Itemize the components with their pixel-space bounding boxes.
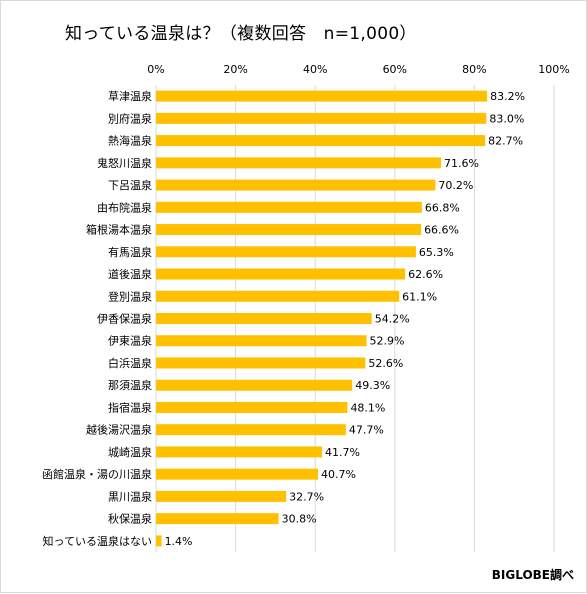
bar — [156, 424, 346, 436]
value-label: 52.9% — [370, 335, 405, 348]
category-label: 下呂温泉 — [108, 178, 152, 192]
category-label: 知っている温泉はない — [43, 534, 152, 548]
category-label: 函館温泉・湯の川温泉 — [42, 467, 152, 481]
bar — [156, 401, 348, 413]
category-label: 黒川温泉 — [108, 489, 152, 503]
category-label: 越後湯沢温泉 — [86, 423, 152, 437]
category-label: 鬼怒川温泉 — [97, 156, 152, 170]
bar — [156, 201, 422, 213]
category-label: 那須温泉 — [108, 378, 152, 392]
value-label: 54.2% — [375, 313, 410, 326]
category-label: 伊香保温泉 — [97, 312, 152, 326]
category-label: 道後温泉 — [108, 267, 152, 281]
value-label: 1.4% — [165, 535, 193, 548]
bar — [156, 379, 353, 391]
category-label: 熱海温泉 — [108, 134, 152, 148]
bar — [156, 535, 162, 547]
bar — [156, 90, 488, 102]
category-label: 箱根湯本温泉 — [86, 223, 152, 237]
category-label: 伊東温泉 — [108, 334, 152, 348]
bar — [156, 246, 416, 258]
bar — [156, 490, 287, 502]
bar — [156, 513, 279, 525]
bar — [156, 335, 367, 347]
chart-title: 知っている温泉は？（複数回答 n=1,000） — [65, 24, 417, 44]
tick-label: 20% — [223, 63, 247, 76]
tick-label: 60% — [383, 63, 407, 76]
bar — [156, 290, 400, 302]
value-label: 49.3% — [355, 379, 390, 392]
tick-label: 80% — [462, 63, 486, 76]
category-label: 別府温泉 — [108, 111, 152, 125]
category-label: 登別温泉 — [108, 289, 152, 303]
value-label: 83.2% — [490, 90, 525, 103]
tick-label: 100% — [538, 63, 569, 76]
bar — [156, 468, 318, 480]
bar — [156, 446, 322, 458]
value-label: 66.8% — [425, 201, 460, 214]
bar — [156, 313, 372, 324]
tick-label: 0% — [147, 63, 164, 76]
bar — [156, 112, 487, 124]
bar — [156, 268, 406, 280]
value-label: 66.6% — [424, 224, 459, 237]
category-label: 白浜温泉 — [108, 356, 152, 370]
category-label: 有馬温泉 — [108, 245, 152, 259]
category-label: 由布院温泉 — [97, 200, 152, 214]
bar — [156, 357, 366, 369]
bar — [156, 224, 422, 236]
value-label: 48.1% — [350, 401, 385, 414]
value-label: 82.7% — [488, 135, 523, 148]
value-label: 41.7% — [325, 446, 360, 459]
category-label: 草津温泉 — [108, 89, 152, 103]
value-label: 70.2% — [438, 179, 473, 192]
value-label: 62.6% — [408, 268, 443, 281]
value-label: 83.0% — [489, 112, 524, 125]
bar — [156, 179, 436, 191]
value-label: 52.6% — [368, 357, 403, 370]
value-label: 47.7% — [349, 424, 384, 437]
bar — [156, 135, 486, 147]
bar — [156, 157, 441, 169]
value-label: 61.1% — [402, 290, 437, 303]
category-label: 秋保温泉 — [108, 512, 152, 526]
category-label: 指宿温泉 — [108, 400, 152, 414]
value-label: 32.7% — [289, 490, 324, 503]
value-label: 40.7% — [321, 468, 356, 481]
value-label: 65.3% — [419, 246, 454, 259]
value-label: 71.6% — [444, 157, 479, 170]
tick-label: 40% — [303, 63, 327, 76]
value-label: 30.8% — [282, 513, 317, 526]
category-label: 城崎温泉 — [108, 445, 152, 459]
source-note: BIGLOBE調べ — [491, 568, 574, 582]
